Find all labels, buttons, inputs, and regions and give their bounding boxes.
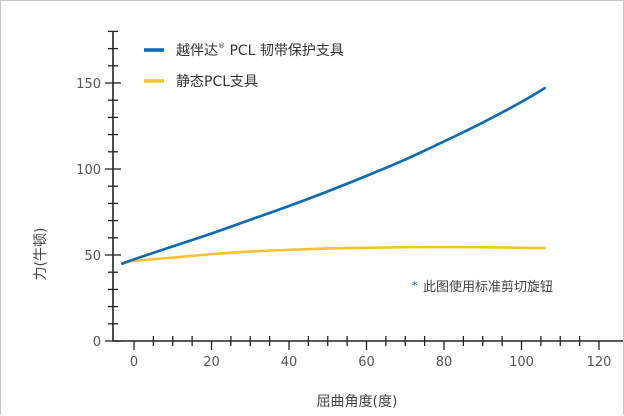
series-layer: [121, 86, 547, 265]
y-tick-label: 150: [76, 77, 101, 92]
x-tick-label: 0: [130, 355, 138, 370]
y-axis-title: 力(牛顿): [33, 228, 49, 281]
series-line-static-brace: [121, 245, 547, 265]
axes: 0 50 100 150 0 20 40 60 80 100 120: [76, 30, 623, 370]
x-tick-label: 40: [281, 355, 298, 370]
x-tick-label: 100: [509, 355, 534, 370]
annotation-text: 此图使用标准剪切旋钮: [423, 279, 553, 295]
legend-label: 静态PCL支具: [176, 74, 258, 90]
series-line-dynamic-brace: [121, 86, 547, 265]
x-tick-label: 20: [203, 355, 220, 370]
x-axis-title: 屈曲角度(度): [317, 394, 398, 410]
x-tick-label: 120: [587, 355, 612, 370]
annotation-asterisk: *: [412, 279, 418, 292]
x-tick-label: 60: [358, 355, 375, 370]
y-tick-label: 100: [76, 163, 101, 178]
y-tick-label: 0: [93, 335, 101, 350]
x-tick-label: 80: [436, 355, 453, 370]
annotation: * 此图使用标准剪切旋钮: [412, 279, 553, 295]
legend-label: 越伴达® PCL 韧带保护支具: [176, 42, 344, 59]
y-tick-label: 50: [84, 249, 101, 264]
